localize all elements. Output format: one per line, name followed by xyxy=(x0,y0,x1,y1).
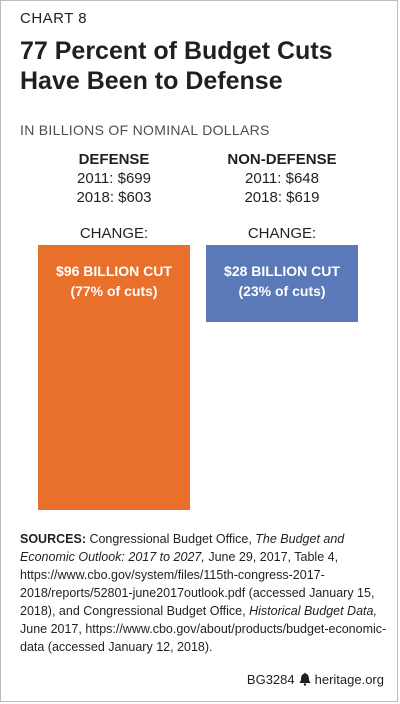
defense-change-label: CHANGE: xyxy=(79,225,149,242)
bar-share-label: (23% of cuts) xyxy=(238,283,326,299)
footer: BG3284 heritage.org xyxy=(247,672,384,689)
nondefense-2011-value: 2011: $648 xyxy=(245,170,319,187)
nondefense-column-header: NON-DEFENSE 2011: $648 2018: $619 xyxy=(206,150,358,207)
bar-share-label: (77% of cuts) xyxy=(70,283,158,299)
sources-label: SOURCES: xyxy=(20,532,86,546)
sources-text-1: Congressional Budget Office, xyxy=(85,532,256,546)
bar-defense xyxy=(38,245,190,510)
sources-text-2: June 29, 2017, Table 4, https://www.cbo.… xyxy=(20,550,375,618)
title-line-2: Have Been to Defense xyxy=(20,67,283,95)
defense-label: DEFENSE xyxy=(78,151,150,168)
title-line-1: 77 Percent of Budget Cuts xyxy=(20,37,333,65)
sources-italic-2: Historical Budget Data, xyxy=(249,604,377,618)
nondefense-label: NON-DEFENSE xyxy=(227,151,337,168)
nondefense-change-label: CHANGE: xyxy=(247,225,317,242)
units-subtitle: IN BILLIONS OF NOMINAL DOLLARS xyxy=(20,122,270,138)
sources-note: SOURCES: Congressional Budget Office, Th… xyxy=(20,530,388,656)
site-name: heritage.org xyxy=(314,672,384,687)
bar-label-defense: $96 BILLION CUT (77% of cuts) xyxy=(38,261,190,301)
chart-number: CHART 8 xyxy=(20,10,88,27)
bar-value-label: $28 BILLION CUT xyxy=(224,263,340,279)
defense-2018-value: 2018: $603 xyxy=(76,189,152,206)
sources-italic-1: The Budget and Economic Outlook: 2017 to… xyxy=(20,532,345,564)
bar-label-non-defense: $28 BILLION CUT (23% of cuts) xyxy=(206,261,358,301)
sources-text-3: June 2017, https://www.cbo.gov/about/pro… xyxy=(20,622,387,654)
report-code: BG3284 xyxy=(246,672,295,687)
bar-non-defense xyxy=(206,245,358,322)
chart-title: 77 Percent of Budget Cuts Have Been to D… xyxy=(20,36,380,96)
defense-column-header: DEFENSE 2011: $699 2018: $603 xyxy=(38,150,190,207)
liberty-bell-icon xyxy=(299,672,311,689)
defense-2011-value: 2011: $699 xyxy=(77,170,151,187)
bar-value-label: $96 BILLION CUT xyxy=(56,263,172,279)
nondefense-2018-value: 2018: $619 xyxy=(244,189,320,206)
